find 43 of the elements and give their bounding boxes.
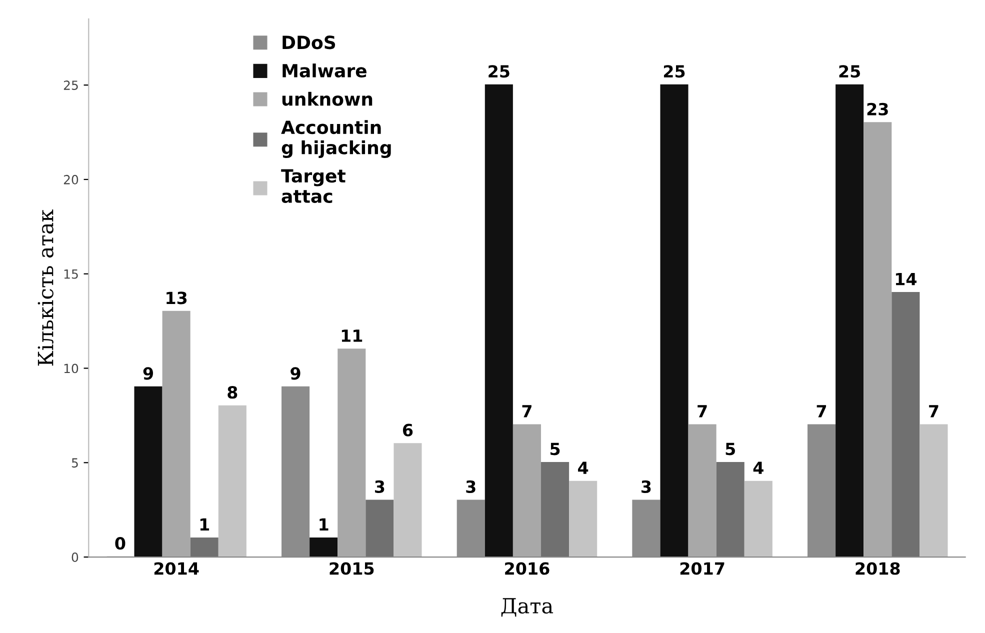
data-label: 5 <box>550 442 560 456</box>
data-label: 11 <box>342 330 362 342</box>
legend-label: Accountin g hijacking <box>281 120 391 158</box>
y-tick-label: 10 <box>64 364 78 374</box>
data-label: 4 <box>753 462 764 474</box>
data-label: 0 <box>115 537 126 550</box>
legend-label: Malware <box>282 64 366 78</box>
legend-label: DDoS <box>282 36 336 50</box>
data-label: 14 <box>896 272 917 286</box>
y-tick-label: 0 <box>72 552 78 562</box>
data-label: 25 <box>839 65 860 78</box>
legend-label: Target attac <box>281 169 346 204</box>
data-label: 7 <box>929 405 938 418</box>
data-label: 13 <box>166 292 187 304</box>
x-tick-label: 2017 <box>680 562 724 575</box>
y-tick-label: 15 <box>64 269 78 279</box>
data-label: 5 <box>726 442 735 456</box>
data-label: 7 <box>522 405 532 418</box>
data-label: 1 <box>320 518 328 531</box>
data-label: 25 <box>664 65 685 78</box>
data-label: 8 <box>228 386 238 399</box>
y-tick-label: 5 <box>72 458 78 468</box>
data-label: 25 <box>488 65 510 78</box>
data-label: 3 <box>642 480 651 494</box>
data-label: 9 <box>290 367 300 380</box>
data-label: 7 <box>698 405 707 418</box>
data-label: 6 <box>402 424 413 436</box>
data-label: 9 <box>143 367 153 380</box>
data-label: 3 <box>466 480 476 494</box>
data-label: 4 <box>578 462 588 474</box>
x-tick-label: 2015 <box>330 562 374 575</box>
x-tick-label: 2014 <box>154 562 199 575</box>
x-tick-label: 2016 <box>505 562 550 575</box>
data-label: 3 <box>375 480 384 494</box>
y-tick-label: 20 <box>64 174 78 184</box>
legend-label: unknown <box>282 92 372 106</box>
x-axis-title: Дата <box>501 598 554 617</box>
data-label: 1 <box>200 518 210 531</box>
y-axis-title: Кількість атак <box>38 209 54 366</box>
x-tick-label: 2018 <box>856 562 900 575</box>
y-tick-label: 25 <box>64 80 78 90</box>
data-label: 7 <box>816 405 826 418</box>
data-label: 23 <box>867 102 888 116</box>
